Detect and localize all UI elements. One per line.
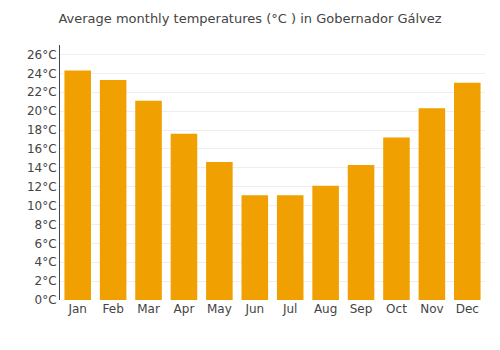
svg-text:Sep: Sep bbox=[350, 302, 373, 316]
svg-text:2°C: 2°C bbox=[35, 274, 57, 288]
svg-text:0°C: 0°C bbox=[35, 293, 57, 307]
svg-text:10°C: 10°C bbox=[27, 199, 57, 213]
svg-text:12°C: 12°C bbox=[27, 180, 57, 194]
svg-text:16°C: 16°C bbox=[27, 142, 57, 156]
svg-text:26°C: 26°C bbox=[27, 48, 57, 62]
svg-text:Mar: Mar bbox=[137, 302, 160, 316]
svg-text:Nov: Nov bbox=[420, 302, 443, 316]
svg-text:Average monthly temperatures (: Average monthly temperatures (°C ) in Go… bbox=[58, 11, 441, 26]
svg-text:May: May bbox=[207, 302, 232, 316]
svg-text:4°C: 4°C bbox=[35, 255, 57, 269]
svg-text:Jan: Jan bbox=[67, 302, 87, 316]
svg-text:Oct: Oct bbox=[386, 302, 407, 316]
svg-text:Feb: Feb bbox=[103, 302, 124, 316]
svg-text:Jun: Jun bbox=[244, 302, 264, 316]
svg-text:20°C: 20°C bbox=[27, 104, 57, 118]
svg-text:Apr: Apr bbox=[174, 302, 195, 316]
svg-text:22°C: 22°C bbox=[27, 85, 57, 99]
svg-text:Jul: Jul bbox=[282, 302, 297, 316]
svg-text:6°C: 6°C bbox=[35, 237, 57, 251]
svg-text:Aug: Aug bbox=[314, 302, 337, 316]
svg-text:14°C: 14°C bbox=[27, 161, 57, 175]
svg-text:8°C: 8°C bbox=[35, 218, 57, 232]
svg-text:Dec: Dec bbox=[456, 302, 479, 316]
svg-text:24°C: 24°C bbox=[27, 67, 57, 81]
svg-text:18°C: 18°C bbox=[27, 123, 57, 137]
